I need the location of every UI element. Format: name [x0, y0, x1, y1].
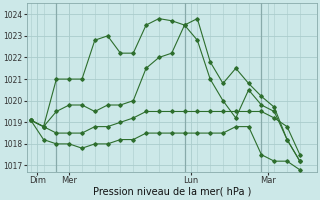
X-axis label: Pression niveau de la mer( hPa ): Pression niveau de la mer( hPa )	[92, 187, 251, 197]
